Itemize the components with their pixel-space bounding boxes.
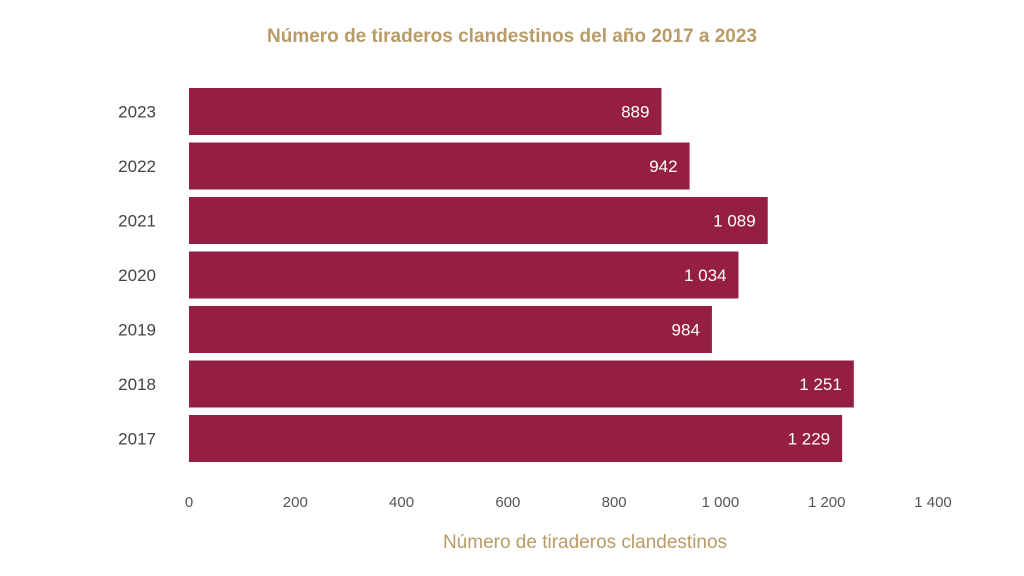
x-tick-label: 800 (602, 494, 627, 511)
x-tick-label: 1 000 (702, 494, 740, 511)
bar-2023 (189, 88, 662, 135)
data-label-2019: 984 (672, 321, 700, 340)
x-tick-label: 200 (283, 494, 308, 511)
x-tick-label: 400 (389, 494, 414, 511)
category-label-2022: 2022 (118, 157, 156, 176)
x-tick-label: 1 400 (914, 494, 952, 511)
data-label-2022: 942 (649, 157, 677, 176)
bar-2017 (189, 415, 843, 462)
category-label-2021: 2021 (118, 212, 156, 231)
x-tick-label: 600 (495, 494, 520, 511)
data-label-2021: 1 089 (713, 212, 756, 231)
category-label-2019: 2019 (118, 321, 156, 340)
bar-2019 (189, 306, 712, 353)
data-label-2017: 1 229 (788, 430, 831, 449)
data-label-2023: 889 (621, 103, 649, 122)
category-label-2020: 2020 (118, 266, 156, 285)
bar-2020 (189, 251, 739, 299)
category-label-2023: 2023 (118, 103, 156, 122)
chart-title: Número de tiraderos clandestinos del año… (267, 26, 757, 47)
x-tick-label: 1 200 (808, 494, 846, 511)
bar-2021 (189, 197, 768, 244)
x-axis-title: Número de tiraderos clandestinos (442, 532, 728, 553)
data-label-2018: 1 251 (799, 375, 842, 394)
category-label-2017: 2017 (118, 430, 156, 449)
x-tick-label: 0 (185, 494, 193, 511)
bar-2022 (189, 142, 690, 190)
data-label-2020: 1 034 (684, 266, 727, 285)
bar-2018 (189, 360, 854, 408)
category-label-2018: 2018 (118, 375, 156, 394)
